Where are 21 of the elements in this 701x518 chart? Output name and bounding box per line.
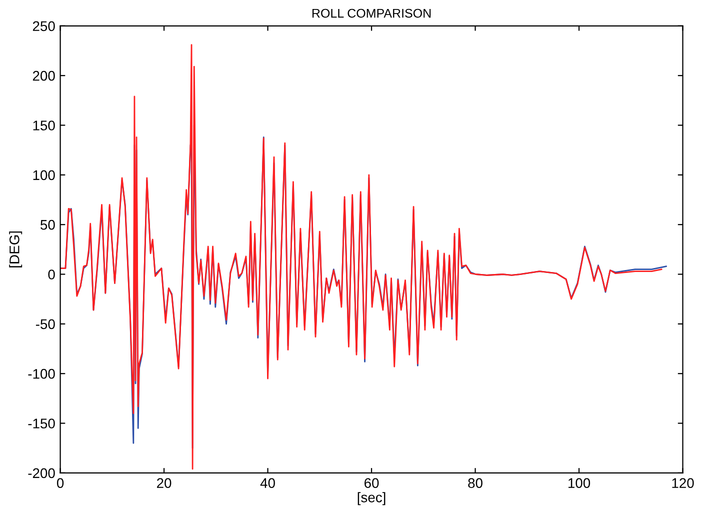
x-tick-label: 120 bbox=[672, 478, 694, 488]
y-tick-label: -100 bbox=[28, 368, 55, 379]
x-tick-label: 40 bbox=[260, 478, 275, 488]
y-tick-label: -50 bbox=[36, 319, 55, 330]
y-tick-label: 100 bbox=[33, 170, 55, 180]
y-tick-label: 50 bbox=[40, 220, 55, 230]
x-tick-label: 60 bbox=[364, 478, 379, 488]
x-tick-label: 100 bbox=[568, 478, 590, 488]
x-tick-label: 0 bbox=[56, 478, 64, 488]
x-tick-label: 20 bbox=[157, 478, 172, 488]
line-series bbox=[60, 44, 662, 470]
y-tick-label: -200 bbox=[28, 468, 55, 478]
y-tick-label: -150 bbox=[28, 418, 55, 428]
y-axis-title: [DEG] bbox=[9, 232, 22, 268]
x-axis-title: [sec] bbox=[358, 492, 386, 506]
y-tick-label: 200 bbox=[32, 70, 55, 81]
x-tick-label: 80 bbox=[468, 478, 482, 488]
y-tick-label: 250 bbox=[32, 21, 55, 32]
y-tick-label: 0 bbox=[48, 270, 55, 280]
y-tick-label: 150 bbox=[33, 120, 55, 130]
chart-title: ROLL COMPARISON bbox=[312, 8, 431, 18]
